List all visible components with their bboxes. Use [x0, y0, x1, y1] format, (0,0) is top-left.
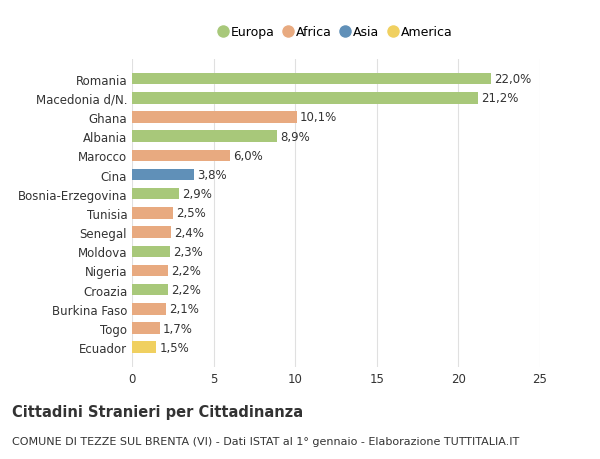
Text: 2,3%: 2,3%: [173, 245, 203, 258]
Text: 2,2%: 2,2%: [171, 284, 201, 297]
Text: 2,4%: 2,4%: [175, 226, 205, 239]
Bar: [132, 284, 168, 296]
Text: 1,5%: 1,5%: [160, 341, 190, 354]
Bar: [132, 131, 277, 143]
Text: 2,9%: 2,9%: [182, 188, 212, 201]
Text: 6,0%: 6,0%: [233, 150, 263, 162]
Bar: [132, 207, 173, 219]
Text: 21,2%: 21,2%: [481, 92, 518, 105]
Bar: [132, 150, 230, 162]
Bar: [132, 227, 171, 238]
Bar: [132, 246, 170, 257]
Text: 10,1%: 10,1%: [300, 111, 337, 124]
Bar: [132, 342, 157, 353]
Bar: [132, 303, 166, 315]
Text: Cittadini Stranieri per Cittadinanza: Cittadini Stranieri per Cittadinanza: [12, 404, 303, 419]
Text: 2,2%: 2,2%: [171, 264, 201, 277]
Bar: [132, 169, 194, 181]
Bar: [132, 73, 491, 85]
Text: 2,5%: 2,5%: [176, 207, 206, 220]
Text: COMUNE DI TEZZE SUL BRENTA (VI) - Dati ISTAT al 1° gennaio - Elaborazione TUTTIT: COMUNE DI TEZZE SUL BRENTA (VI) - Dati I…: [12, 436, 519, 446]
Text: 8,9%: 8,9%: [281, 130, 310, 143]
Text: 2,1%: 2,1%: [170, 302, 199, 316]
Bar: [132, 189, 179, 200]
Bar: [132, 93, 478, 104]
Text: 3,8%: 3,8%: [197, 168, 227, 182]
Text: 22,0%: 22,0%: [494, 73, 532, 86]
Bar: [132, 265, 168, 277]
Legend: Europa, Africa, Asia, America: Europa, Africa, Asia, America: [220, 26, 452, 39]
Bar: [132, 112, 297, 123]
Bar: [132, 323, 160, 334]
Text: 1,7%: 1,7%: [163, 322, 193, 335]
